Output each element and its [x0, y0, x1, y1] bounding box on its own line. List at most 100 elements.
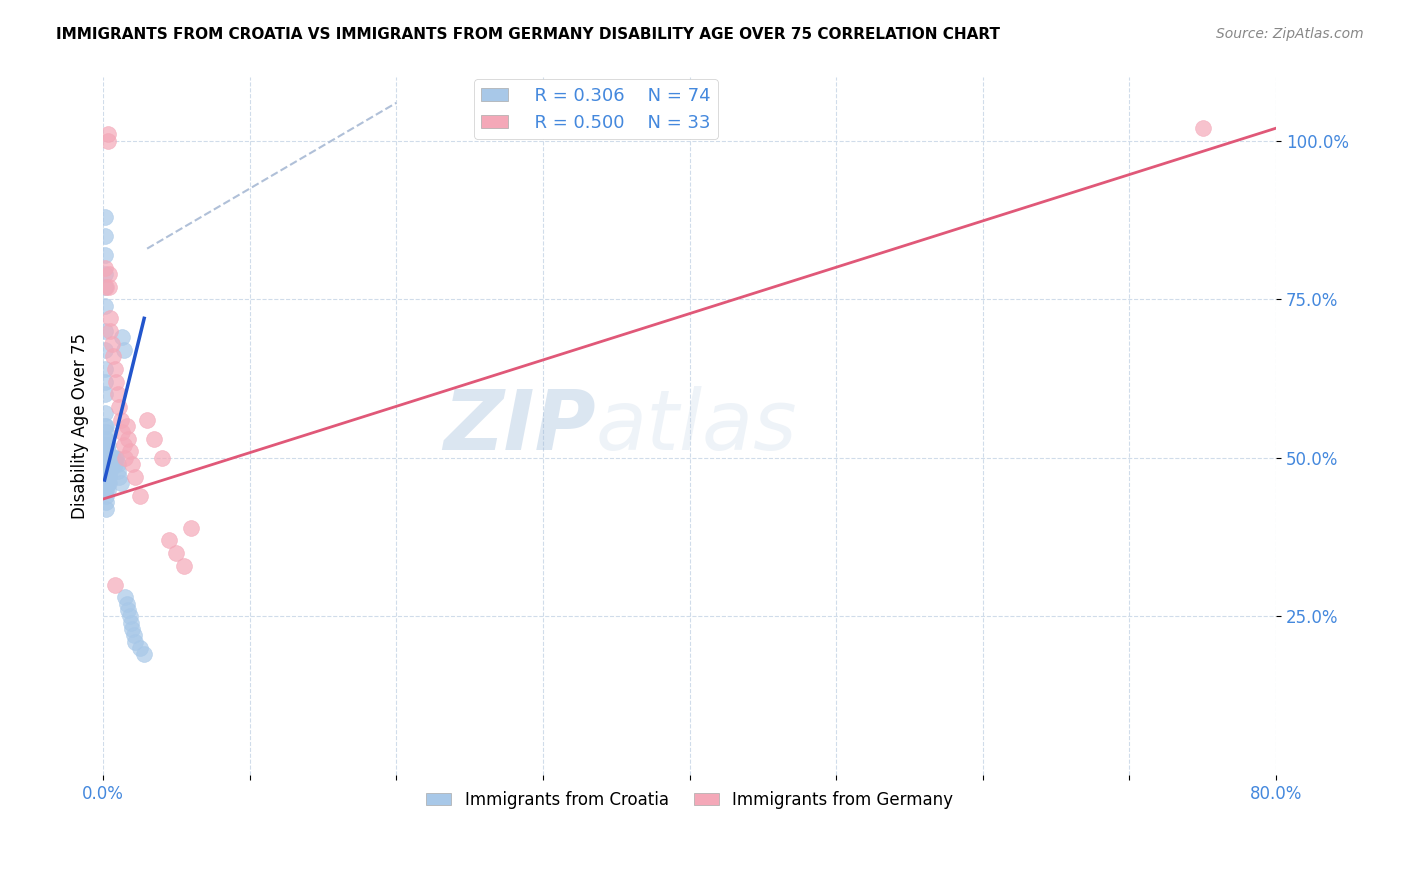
Point — [105, 375, 128, 389]
Point — [96, 476, 118, 491]
Point — [108, 400, 131, 414]
Point — [112, 438, 135, 452]
Point — [94, 501, 117, 516]
Point — [112, 343, 135, 357]
Point — [94, 279, 117, 293]
Point — [93, 387, 115, 401]
Point — [117, 603, 139, 617]
Point — [93, 229, 115, 244]
Point — [118, 444, 141, 458]
Point — [96, 128, 118, 142]
Point — [136, 413, 159, 427]
Point — [94, 489, 117, 503]
Point — [101, 457, 124, 471]
Point — [104, 577, 127, 591]
Text: atlas: atlas — [596, 385, 797, 467]
Point — [94, 483, 117, 497]
Point — [124, 470, 146, 484]
Point — [94, 463, 117, 477]
Text: ZIP: ZIP — [443, 385, 596, 467]
Point — [1191, 121, 1213, 136]
Point — [114, 591, 136, 605]
Point — [96, 134, 118, 148]
Point — [115, 597, 138, 611]
Point — [93, 457, 115, 471]
Y-axis label: Disability Age Over 75: Disability Age Over 75 — [72, 333, 89, 519]
Point — [104, 362, 127, 376]
Point — [94, 450, 117, 465]
Point — [128, 640, 150, 655]
Point — [173, 558, 195, 573]
Point — [121, 622, 143, 636]
Point — [128, 489, 150, 503]
Point — [98, 279, 121, 293]
Point — [134, 648, 156, 662]
Point — [117, 432, 139, 446]
Point — [93, 407, 115, 421]
Point — [98, 470, 121, 484]
Point — [111, 425, 134, 440]
Point — [104, 457, 127, 471]
Point — [94, 495, 117, 509]
Point — [111, 330, 134, 344]
Text: IMMIGRANTS FROM CROATIA VS IMMIGRANTS FROM GERMANY DISABILITY AGE OVER 75 CORREL: IMMIGRANTS FROM CROATIA VS IMMIGRANTS FR… — [56, 27, 1000, 42]
Point — [96, 457, 118, 471]
Point — [150, 450, 173, 465]
Point — [124, 634, 146, 648]
Point — [104, 450, 127, 465]
Point — [93, 463, 115, 477]
Point — [114, 450, 136, 465]
Point — [100, 457, 122, 471]
Point — [100, 311, 122, 326]
Point — [96, 463, 118, 477]
Point — [93, 267, 115, 281]
Point — [93, 260, 115, 275]
Point — [110, 413, 132, 427]
Point — [93, 362, 115, 376]
Point — [103, 457, 125, 471]
Point — [93, 248, 115, 262]
Point — [93, 432, 115, 446]
Point — [98, 476, 121, 491]
Point — [108, 470, 131, 484]
Point — [94, 419, 117, 434]
Point — [98, 267, 121, 281]
Point — [96, 483, 118, 497]
Point — [100, 450, 122, 465]
Point — [101, 336, 124, 351]
Point — [93, 279, 115, 293]
Point — [98, 463, 121, 477]
Text: Source: ZipAtlas.com: Source: ZipAtlas.com — [1216, 27, 1364, 41]
Point — [93, 444, 115, 458]
Point — [94, 444, 117, 458]
Point — [94, 425, 117, 440]
Point — [94, 470, 117, 484]
Point — [143, 432, 166, 446]
Point — [93, 343, 115, 357]
Point — [93, 470, 115, 484]
Point — [93, 299, 115, 313]
Point — [107, 457, 129, 471]
Point — [98, 457, 121, 471]
Point — [94, 457, 117, 471]
Point — [103, 350, 125, 364]
Point — [157, 533, 180, 548]
Point — [94, 438, 117, 452]
Point — [98, 450, 121, 465]
Point — [96, 470, 118, 484]
Point — [103, 450, 125, 465]
Point — [93, 483, 115, 497]
Point — [107, 463, 129, 477]
Point — [120, 615, 142, 630]
Point — [93, 324, 115, 338]
Point — [96, 450, 118, 465]
Point — [94, 432, 117, 446]
Point — [93, 450, 115, 465]
Point — [110, 476, 132, 491]
Point — [180, 520, 202, 534]
Point — [118, 609, 141, 624]
Point — [105, 450, 128, 465]
Point — [122, 628, 145, 642]
Point — [93, 375, 115, 389]
Point — [100, 324, 122, 338]
